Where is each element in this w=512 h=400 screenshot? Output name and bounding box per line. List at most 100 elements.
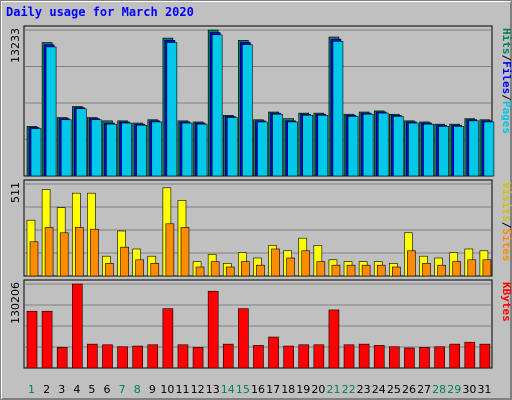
pages-bar [272,113,283,177]
sites-bar [44,227,54,277]
day-label: 28 [432,383,446,396]
sites-bar [74,227,84,277]
kbytes-bar [238,308,249,369]
kbytes-bar [358,343,370,369]
sites-bar [286,257,295,277]
pages-bar [377,112,389,177]
kbytes-bar [313,344,325,369]
kbytes-bar [222,343,234,369]
pages-bar [151,121,163,177]
kbytes-bar [117,346,128,369]
day-label: 11 [176,383,190,396]
legend-entry: Files [500,61,512,94]
day-label: 2 [43,383,50,396]
sites-bar [407,250,416,277]
sites-bar [437,264,446,277]
sites-bar [361,264,371,277]
sites-bar [392,266,401,277]
day-label: 3 [58,383,65,396]
day-label: 23 [357,383,371,396]
legend-entry: Sites [500,228,512,261]
y-max-label: 511 [9,182,22,203]
kbytes-bar [147,344,159,369]
kbytes-bar [404,347,415,369]
day-label: 16 [251,383,265,396]
pages-bar [106,123,117,177]
day-label: 13 [206,383,220,396]
kbytes-bar [479,343,491,369]
day-label: 19 [296,383,310,396]
legend-kbytes: KBytes [500,282,512,322]
legend-entry: KBytes [500,282,512,322]
pages-bar [362,113,374,177]
day-label: 30 [462,383,476,396]
sites-bar [482,259,492,277]
legend-pages-files-hits: Hits/Files/Pages [500,28,512,134]
sites-bar [165,223,175,277]
kbytes-bar [71,283,83,369]
pages-bar [468,120,480,177]
day-label: 21 [326,383,340,396]
kbytes-bar [419,347,430,369]
sites-bar [256,264,265,277]
pages-bar [181,122,193,177]
sites-bar [150,263,160,277]
sites-bar [29,241,39,277]
pages-bar [45,46,57,177]
day-label: 12 [191,383,205,396]
kbytes-bar [328,309,340,369]
kbytes-bar [283,345,294,369]
pages-bar [453,126,465,177]
legend-entry: Hits [500,28,512,55]
y-max-label: 13233 [9,28,22,63]
pages-bar [483,121,495,177]
day-label: 22 [342,383,356,396]
day-label: 26 [402,383,416,396]
kbytes-bar [177,344,189,369]
day-label: 8 [134,383,141,396]
pages-bar [302,115,314,177]
day-label: 25 [387,383,401,396]
pages-bar [75,108,87,177]
kbytes-bar [464,341,476,369]
kbytes-bar [41,310,53,369]
pages-bar [121,122,132,177]
sites-bar [210,261,220,277]
day-label: 18 [281,383,295,396]
day-label: 6 [104,383,111,396]
sites-bar [195,266,205,277]
kbytes-bar [26,310,38,369]
y-max-label: 130206 [9,282,22,324]
day-label: 29 [447,383,461,396]
kbytes-bar [373,345,385,369]
kbytes-bar [87,343,98,369]
legend-entry: / [500,55,512,62]
kbytes-bar [132,345,143,369]
pages-bar [226,117,238,177]
sites-bar [346,264,356,277]
day-label: 14 [221,383,235,396]
pages-bar [438,126,449,177]
kbytes-bar [207,290,219,369]
sites-bar [301,250,311,277]
day-label: 10 [160,383,174,396]
pages-bar [136,124,147,177]
legend-sites-visits: Visits/Sites [500,182,512,262]
sites-bar [59,232,69,277]
pages-bar [393,116,404,177]
pages-bar [91,119,102,177]
legend-entry: Visits [500,182,512,222]
pages-bar [211,34,223,177]
day-label: 4 [73,383,80,396]
sites-bar [316,261,326,277]
chart-title: Daily usage for March 2020 [6,5,194,19]
day-label: 20 [311,383,325,396]
sites-bar [271,248,280,277]
day-label: 1 [28,383,35,396]
day-label: 27 [417,383,431,396]
pages-bar [257,121,268,177]
sites-bar [376,264,386,277]
day-label: 31 [477,383,491,396]
legend-entry: / [500,94,512,101]
